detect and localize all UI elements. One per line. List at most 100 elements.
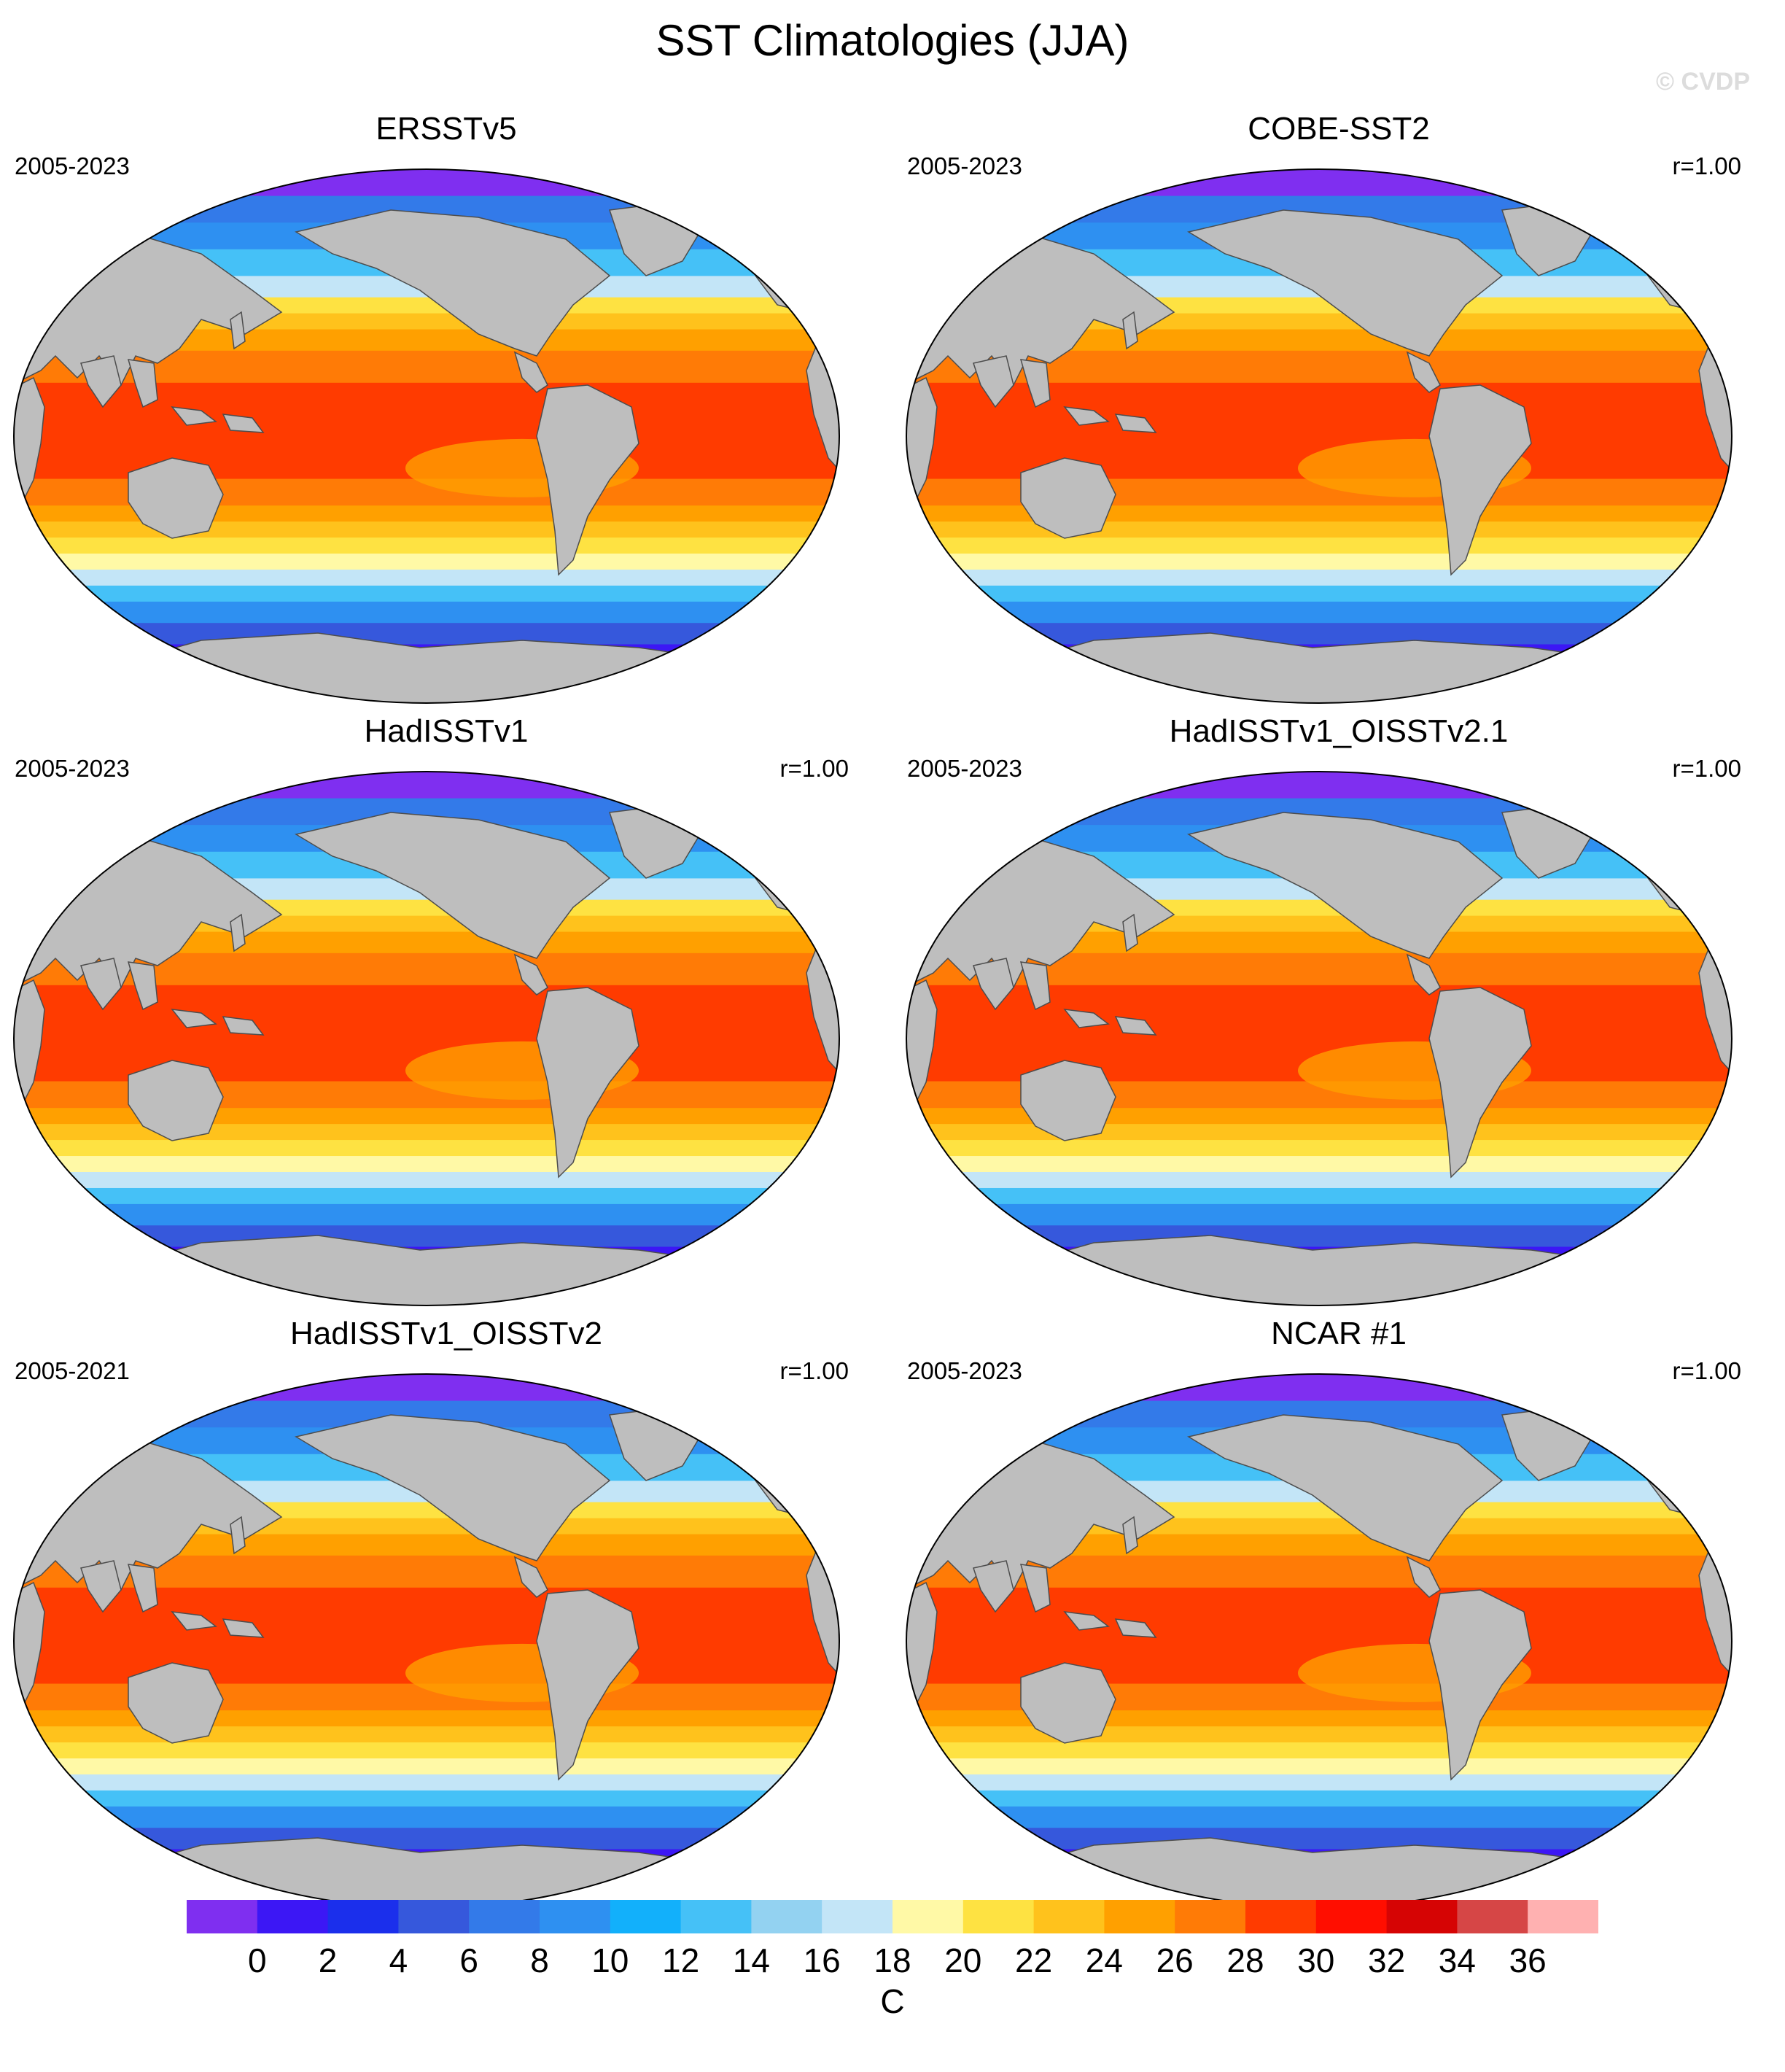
sst-band [14, 1187, 839, 1205]
map-frame [906, 168, 1732, 704]
sst-band [906, 1742, 1732, 1760]
colorbar-tick-label: 0 [248, 1941, 267, 1979]
land-mass [1428, 987, 1532, 1179]
land-mass [295, 1414, 611, 1561]
land-mass [1063, 1611, 1110, 1631]
panel-title: HadISSTv1_OISSTv2.1 [1169, 713, 1509, 749]
land-mass [1063, 1009, 1110, 1028]
sst-band [14, 1742, 839, 1760]
land-mass [1428, 384, 1532, 576]
figure-title: SST Climatologies (JJA) [656, 16, 1129, 65]
panel-years: 2005-2023 [907, 1357, 1022, 1384]
land-mass [536, 384, 639, 576]
sst-band [14, 505, 839, 523]
colorbar-swatch [751, 1900, 822, 1933]
colorbar-swatch [1457, 1900, 1528, 1933]
land-mass [127, 359, 158, 408]
sst-band [906, 521, 1732, 539]
map-panel: COBE-SST2 2005-2023 r=1.00 [892, 109, 1785, 712]
colorbar-tick-label: 4 [389, 1941, 408, 1979]
colorbar-swatch [398, 1900, 470, 1933]
land-mass [1187, 209, 1504, 357]
sst-map [13, 168, 840, 704]
sst-band [906, 1774, 1732, 1791]
sst-map [13, 771, 840, 1306]
colorbar-tick-label: 20 [944, 1941, 982, 1979]
land-mass [906, 1581, 938, 1715]
panel-title: HadISSTv1 [364, 713, 529, 749]
map-frame [906, 771, 1732, 1306]
colorbar-tick-label: 34 [1438, 1941, 1476, 1979]
land-mass [295, 209, 611, 357]
colorbar-swatch [469, 1900, 540, 1933]
colorbar-tick-label: 10 [591, 1941, 629, 1979]
land-mass [1122, 311, 1138, 350]
sst-band [906, 505, 1732, 523]
land-mass [1020, 1060, 1116, 1141]
colorbar-tick-label: 8 [530, 1941, 549, 1979]
sst-band [906, 1172, 1732, 1189]
land-mass [14, 376, 45, 510]
colorbar-labels: 0 2 4 6 8 10 12 14 16 18 20 22 24 26 28 30 32 34 36 [0, 1940, 1785, 1984]
land-mass [80, 355, 122, 408]
colorbar-tick-label: 6 [459, 1941, 478, 1979]
land-mass [1428, 1589, 1532, 1781]
land-mass [1187, 812, 1504, 959]
map-panel: ERSSTv5 2005-2023 [0, 109, 892, 712]
sst-band [906, 554, 1732, 570]
sst-band [906, 1726, 1732, 1744]
panel-title: COBE-SST2 [1248, 111, 1430, 147]
land-mass [513, 1556, 548, 1598]
land-mass [127, 961, 158, 1011]
sst-map [13, 1373, 840, 1909]
sst-band [906, 1758, 1732, 1775]
panel-pattern-correlation: r=1.00 [1672, 152, 1742, 179]
colorbar-tick-label: 30 [1297, 1941, 1335, 1979]
sst-map [906, 1373, 1732, 1909]
sst-band [906, 538, 1732, 555]
land-mass [171, 406, 217, 426]
map-frame [13, 771, 840, 1306]
sst-band [14, 1156, 839, 1173]
land-mass [171, 1009, 217, 1028]
land-mass [128, 457, 224, 539]
colorbar-swatch [1315, 1900, 1388, 1933]
colorbar-swatch [822, 1900, 893, 1933]
sst-band [906, 570, 1732, 586]
sst-band [14, 772, 839, 799]
colorbar-swatch [257, 1900, 329, 1933]
sst-band [14, 1726, 839, 1744]
land-mass [127, 1564, 158, 1613]
panel-pattern-correlation: r=1.00 [1672, 755, 1742, 782]
land-mass [906, 979, 938, 1112]
sst-band [14, 1374, 839, 1402]
land-mass [1187, 1414, 1504, 1561]
colorbar-tick-label: 2 [318, 1941, 338, 1979]
sst-band [906, 1710, 1732, 1728]
sst-band [14, 1806, 839, 1829]
sst-band [14, 601, 839, 624]
colorbar-tick-label: 36 [1509, 1941, 1547, 1979]
land-mass [906, 376, 938, 510]
land-mass [230, 1516, 246, 1555]
panel-title: ERSSTv5 [376, 111, 517, 147]
colorbar-tick-label: 12 [662, 1941, 700, 1979]
map-frame [13, 168, 840, 704]
sst-band [14, 538, 839, 555]
colorbar-swatch [1386, 1900, 1458, 1933]
map-panel: HadISSTv1_OISSTv2 2005-2021 r=1.00 [0, 1314, 892, 1917]
sst-band [14, 570, 839, 586]
land-mass [14, 1581, 45, 1715]
land-mass [1406, 1556, 1441, 1598]
sst-band [906, 1140, 1732, 1157]
land-mass [1020, 1662, 1116, 1744]
land-mass [1406, 953, 1441, 996]
colorbar-tick-label: 14 [732, 1941, 770, 1979]
map-panel: HadISSTv1_OISSTv2.1 2005-2023 r=1.00 [892, 712, 1785, 1314]
land-mass [513, 351, 548, 393]
panel-pattern-correlation: r=1.00 [779, 1357, 849, 1384]
sst-band [14, 1108, 839, 1125]
land-mass [973, 958, 1014, 1011]
land-mass [230, 311, 246, 350]
map-panel: HadISSTv1 2005-2023 r=1.00 [0, 712, 892, 1314]
